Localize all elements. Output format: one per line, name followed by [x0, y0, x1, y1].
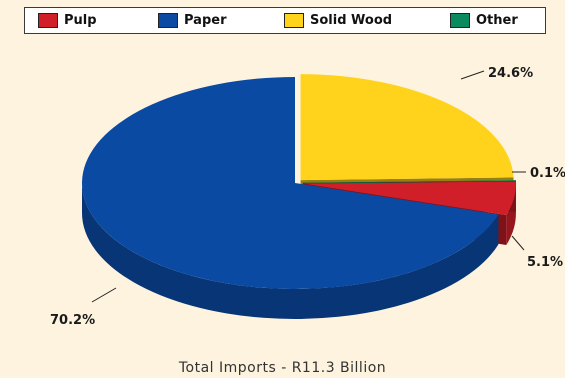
leader-line-pulp: [511, 235, 525, 251]
legend-label-other: Other: [476, 13, 518, 28]
data-label-pulp: 5.1%: [527, 255, 563, 270]
data-label-other: 0.1%: [530, 166, 565, 181]
legend-swatch-solid-wood: [284, 13, 304, 28]
leader-line-solid-wood: [460, 70, 485, 80]
leader-line-paper: [91, 287, 117, 303]
legend-swatch-paper: [158, 13, 178, 28]
data-label-solid-wood: 24.6%: [488, 66, 533, 81]
legend-item-pulp: Pulp: [38, 12, 97, 29]
pie-side-pulp: [506, 183, 516, 246]
legend-label-paper: Paper: [184, 13, 227, 28]
legend-item-solid-wood: Solid Wood: [284, 12, 392, 29]
chart-legend: Pulp Paper Solid Wood Other: [24, 7, 546, 34]
legend-item-other: Other: [450, 12, 518, 29]
pie-top-layer: [82, 74, 516, 290]
pie-side-paper: [82, 183, 499, 320]
pie-slice-paper: [82, 77, 499, 290]
legend-label-pulp: Pulp: [64, 13, 97, 28]
pie-slice-solid-wood: [300, 74, 514, 181]
data-label-paper: 70.2%: [50, 313, 95, 328]
chart-caption: Total Imports - R11.3 Billion: [178, 360, 387, 376]
legend-item-paper: Paper: [158, 12, 227, 29]
pie-slice-pulp: [302, 181, 516, 216]
pie-slice-other: [302, 180, 516, 183]
legend-swatch-pulp: [38, 13, 58, 28]
legend-label-solid-wood: Solid Wood: [310, 13, 393, 28]
legend-swatch-other: [450, 13, 470, 28]
